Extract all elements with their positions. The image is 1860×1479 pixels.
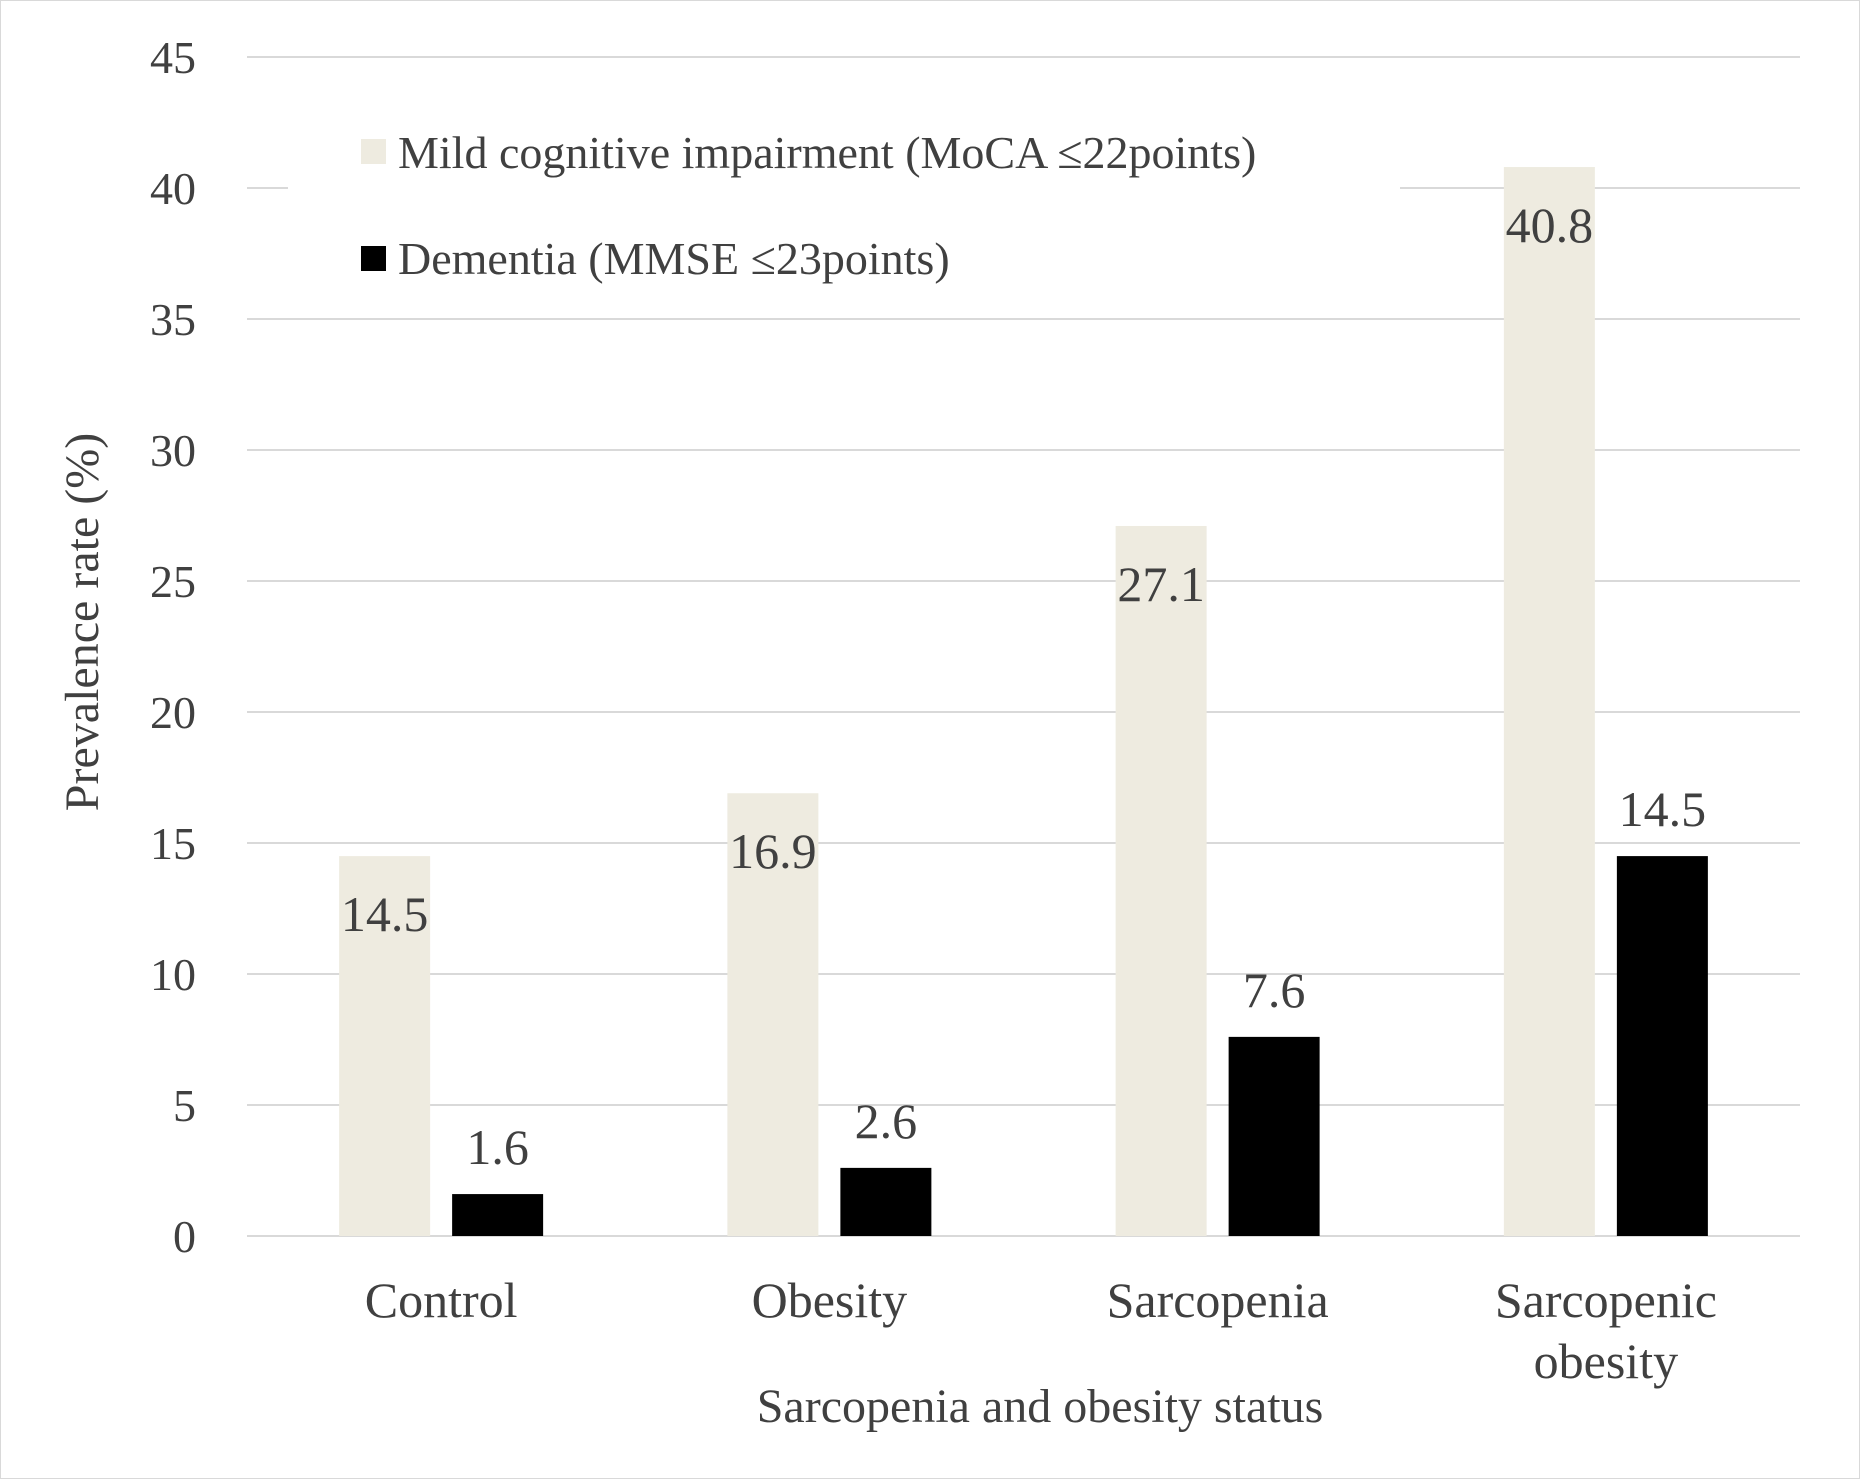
y-tick-label-25: 25 (150, 556, 196, 607)
bar-dementia-0 (452, 1194, 544, 1236)
data-labels: 14.5 1.6 16.9 2.6 27.1 7.6 40.8 14.5 (341, 197, 1706, 1175)
bar-dementia-3 (1616, 856, 1708, 1236)
legend-swatch-mci (361, 139, 386, 164)
legend-label-dementia: Dementia (MMSE ≤23points) (398, 233, 950, 284)
x-category-label-2: Sarcopenia (1107, 1272, 1329, 1328)
bar-dementia-2 (1228, 1036, 1320, 1236)
y-tick-label-35: 35 (150, 294, 196, 345)
data-label-mci-0: 14.5 (341, 886, 429, 942)
x-category-label-0: Control (365, 1272, 518, 1328)
y-tick-label-0: 0 (173, 1211, 196, 1262)
data-label-dementia-3: 14.5 (1619, 781, 1707, 837)
data-label-mci-3: 40.8 (1506, 197, 1594, 253)
data-label-dementia-1: 2.6 (855, 1093, 918, 1149)
bars (339, 167, 1708, 1236)
data-label-mci-1: 16.9 (729, 823, 817, 879)
bar-mci-2 (1115, 525, 1207, 1236)
bar-dementia-1 (840, 1167, 932, 1236)
bar-mci-0 (339, 856, 431, 1236)
x-axis-title: Sarcopenia and obesity status (757, 1380, 1324, 1433)
x-category-label-1: Obesity (752, 1272, 908, 1328)
x-axis-categories: Control Obesity Sarcopenia Sarcopenicobesit… (365, 1272, 1717, 1389)
y-tick-label-20: 20 (150, 687, 196, 738)
legend-label-mci: Mild cognitive impairment (MoCA ≤22point… (398, 127, 1256, 178)
legend-swatch-dementia (361, 246, 386, 271)
x-category-label-3-line2: obesity (1534, 1333, 1678, 1389)
y-tick-label-45: 45 (150, 32, 196, 83)
y-axis-title: Prevalence rate (%) (56, 433, 109, 811)
bar-mci-3 (1503, 167, 1595, 1236)
data-label-mci-2: 27.1 (1117, 556, 1205, 612)
y-tick-label-30: 30 (150, 425, 196, 476)
y-tick-label-10: 10 (150, 949, 196, 1000)
legend: Mild cognitive impairment (MoCA ≤22point… (361, 127, 1256, 284)
y-tick-label-40: 40 (150, 163, 196, 214)
bar-mci-1 (727, 793, 819, 1236)
y-tick-label-15: 15 (150, 818, 196, 869)
y-tick-label-5: 5 (173, 1080, 196, 1131)
x-category-label-3: Sarcopenic (1495, 1272, 1717, 1328)
data-label-dementia-2: 7.6 (1243, 962, 1306, 1018)
data-label-dementia-0: 1.6 (466, 1119, 529, 1175)
y-axis-ticks: 0 5 10 15 20 25 30 35 40 45 (150, 32, 196, 1262)
